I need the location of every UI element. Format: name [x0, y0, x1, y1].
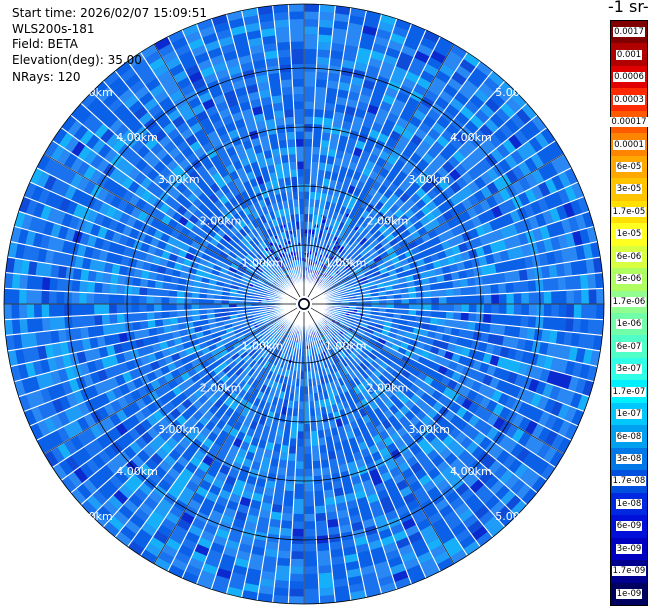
colorbar-tick-label: 3e-07 — [615, 364, 643, 375]
colorbar-cell: 1e-06 — [611, 313, 647, 336]
colorbar-cell: 1.7e-08 — [611, 470, 647, 493]
colorbar-tick-label: 0.0003 — [613, 94, 645, 105]
colorbar: 0.0017 0.001 0.0006 0.0003 0.00017 0.0001 6e-0… — [610, 20, 648, 606]
colorbar-tick-label: 1.7e-08 — [611, 476, 647, 487]
colorbar-tick-label: 1.7e-06 — [611, 296, 647, 307]
colorbar-tick-label: 1e-07 — [615, 409, 643, 420]
colorbar-tick-label: 0.00017 — [610, 117, 648, 128]
colorbar-tick-label: 1e-05 — [615, 229, 643, 240]
range-ring-label: 1.00km — [325, 256, 367, 269]
azimuth-lines — [4, 4, 604, 604]
range-ring-label: 1.00km — [242, 340, 284, 353]
colorbar-tick-label: 1.7e-09 — [611, 566, 647, 577]
colorbar-tick-label: 0.0017 — [613, 27, 645, 38]
colorbar-tick-label: 1.7e-05 — [611, 206, 647, 217]
colorbar-cell: 3e-09 — [611, 537, 647, 561]
colorbar-cell: 0.00017 — [610, 110, 648, 134]
colorbar-tick-label: 6e-08 — [615, 431, 643, 442]
colorbar-cell: 1e-08 — [611, 492, 647, 516]
colorbar-cell: 1e-05 — [611, 223, 647, 246]
colorbar-tick-label: 3e-06 — [615, 274, 643, 285]
colorbar-tick-label: 3e-08 — [615, 453, 643, 464]
colorbar-tick-label: 1e-06 — [615, 319, 643, 330]
range-ring-label: 2.00km — [367, 215, 409, 228]
colorbar-tick-label: 1e-09 — [615, 588, 643, 599]
colorbar-tick-label: 1.7e-07 — [611, 386, 647, 397]
range-ring-label: 4.00km — [450, 131, 492, 144]
colorbar-tick-label: 6e-05 — [615, 161, 643, 172]
colorbar-tick-label: 6e-07 — [615, 341, 643, 352]
colorbar-cell: 1e-07 — [611, 402, 647, 426]
colorbar-cell: 1e-09 — [611, 582, 647, 605]
range-ring-label: 2.00km — [200, 215, 242, 228]
range-ring-label: 1.00km — [325, 340, 367, 353]
range-ring-label: 3.00km — [408, 173, 450, 186]
colorbar-cell: 0.0001 — [611, 133, 647, 156]
range-ring-labels: 1.00km 1.00km 1.00km 1.00km 2.00km 2.00km 2.00… — [71, 86, 537, 523]
radar-site-marker — [298, 298, 310, 310]
colorbar-tick-label: 0.0006 — [613, 72, 645, 83]
range-ring-label: 3.00km — [158, 423, 200, 436]
colorbar-tick-label: 6e-09 — [615, 521, 643, 532]
range-ring-label: 2.00km — [367, 381, 409, 394]
range-ring-label: 4.00km — [116, 465, 158, 478]
range-ring-label: 5.00km — [495, 510, 537, 523]
instrument-name-text: WLS200s-181 — [12, 22, 95, 36]
colorbar-cell: 0.0006 — [611, 65, 647, 89]
range-ring-label: 4.00km — [116, 131, 158, 144]
colorbar-cell: 3e-07 — [611, 357, 647, 381]
colorbar-tick-label: 0.0001 — [613, 139, 645, 150]
colorbar-cell: 0.001 — [611, 43, 647, 66]
elevation-text: Elevation(deg): 35.00 — [12, 53, 142, 67]
colorbar-cell: 1.7e-06 — [611, 290, 647, 313]
colorbar-cell: 6e-05 — [611, 155, 647, 179]
colorbar-cell: 6e-06 — [611, 245, 647, 269]
range-ring-label: 3.00km — [408, 423, 450, 436]
colorbar-cell: 0.0017 — [611, 21, 647, 44]
colorbar-cell: 0.0003 — [611, 88, 647, 111]
colorbar-tick-label: 0.001 — [615, 49, 643, 60]
range-ring-label: 5.00km — [71, 86, 113, 99]
colorbar-cell: 6e-07 — [611, 335, 647, 358]
colorbar-cell: 6e-08 — [611, 425, 647, 448]
colorbar-cell: 3e-08 — [611, 447, 647, 471]
colorbar-cell: 1.7e-05 — [611, 200, 647, 224]
colorbar-cell: 1.7e-09 — [611, 560, 647, 583]
start-time-text: Start time: 2026/02/07 15:09:51 — [12, 6, 207, 20]
nrays-text: NRays: 120 — [12, 70, 81, 84]
colorbar-tick-label: 1e-08 — [615, 498, 643, 509]
colorbar-tick-label: 3e-05 — [615, 184, 643, 195]
range-ring-label: 5.00km — [495, 86, 537, 99]
colorbar-tick-label: 6e-06 — [615, 251, 643, 262]
range-ring-label: 3.00km — [158, 173, 200, 186]
colorbar-cell: 3e-06 — [611, 268, 647, 291]
colorbar-unit-label: -1 sr- — [608, 0, 649, 16]
range-ring-label: 5.00km — [71, 510, 113, 523]
range-ring-label: 2.00km — [200, 381, 242, 394]
colorbar-cell: 1.7e-07 — [611, 380, 647, 403]
range-ring-grid — [3, 3, 605, 605]
colorbar-cell: 3e-05 — [611, 178, 647, 201]
range-ring-label: 1.00km — [242, 256, 284, 269]
field-name-text: Field: BETA — [12, 37, 78, 51]
colorbar-cell: 6e-09 — [611, 515, 647, 538]
range-ring-label: 4.00km — [450, 465, 492, 478]
colorbar-tick-label: 3e-09 — [615, 543, 643, 554]
